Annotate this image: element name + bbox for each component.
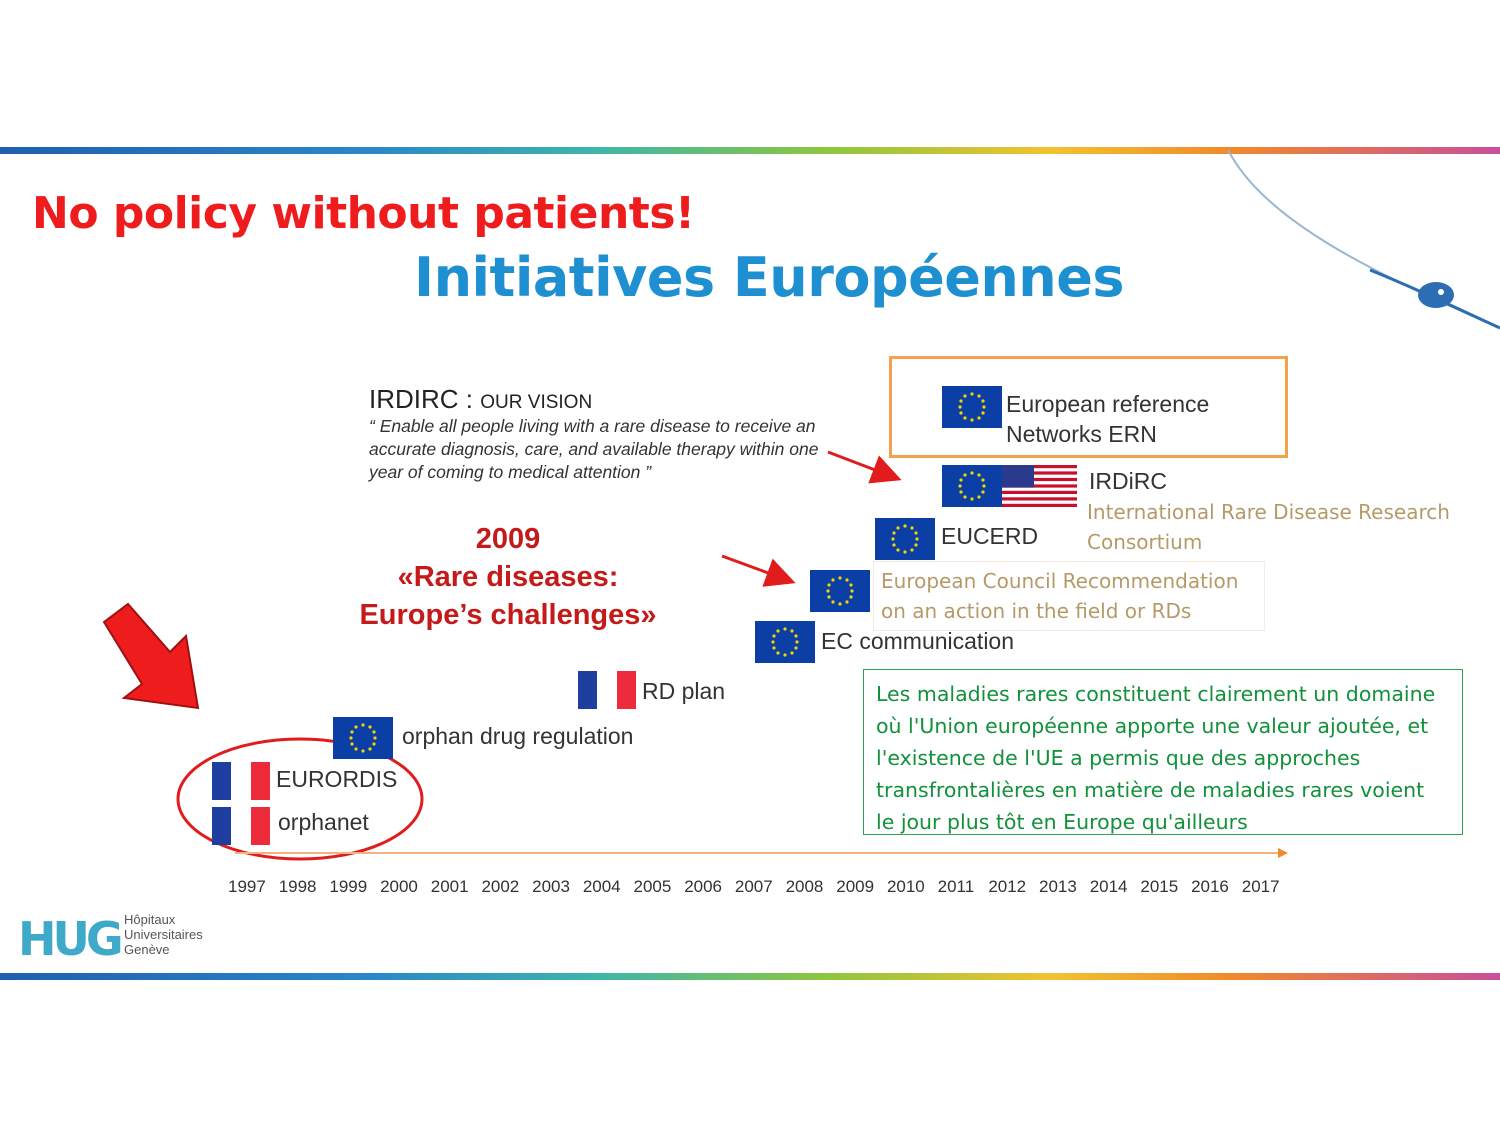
decorative-swoosh (1227, 150, 1500, 330)
timeline-year: 2016 (1191, 877, 1229, 896)
timeline-years: 1997 1998 1999 2000 2001 2002 2003 2004 2005 2006… (228, 877, 1292, 897)
council-label-line1: European Council Recommendation (881, 569, 1239, 593)
timeline-year: 2013 (1039, 877, 1077, 896)
slide-title: No policy without patients! (32, 188, 695, 239)
timeline-year: 2007 (734, 877, 773, 896)
timeline-year: 1999 (329, 877, 368, 896)
timeline-year: 2014 (1089, 877, 1128, 896)
logo-line3: Genève (124, 942, 170, 957)
eu-flag-icon (942, 465, 1002, 507)
orphanet-label: orphanet (278, 809, 369, 835)
highlight-year: 2009 (475, 523, 541, 555)
timeline-year: 2008 (785, 877, 824, 896)
eu-flag-icon (875, 518, 935, 560)
timeline-year: 2002 (481, 877, 520, 896)
logo-line2: Universitaires (124, 927, 203, 942)
vision-label: OUR VISION (480, 392, 593, 413)
rare-diseases-2009: 2009 «Rare diseases: Europe’s challenges… (330, 520, 686, 634)
france-flag-icon (212, 807, 270, 845)
arrow-to-irdirc (827, 450, 902, 484)
france-flag-icon (212, 762, 270, 800)
vision-heading: IRDIRC : OUR VISION (369, 384, 592, 415)
eu-flag-icon (810, 570, 870, 612)
callout-box: Les maladies rares constituent clairemen… (863, 669, 1463, 835)
timeline-year: 1998 (278, 877, 317, 896)
timeline-year: 2006 (684, 877, 723, 896)
timeline-year: 2004 (582, 877, 621, 896)
eu-flag-icon (755, 621, 815, 663)
ern-label-line1: European reference (1006, 391, 1210, 417)
logo-line1: Hôpitaux (124, 912, 176, 927)
ern-label-line2: Networks ERN (1006, 421, 1157, 447)
vision-quote: “ Enable all people living with a rare d… (369, 416, 819, 482)
bottom-color-band (0, 973, 1500, 980)
eu-flag-icon (942, 386, 1002, 428)
timeline-year: 2001 (430, 877, 469, 896)
timeline-year: 2000 (380, 877, 418, 896)
orphan-drug-label: orphan drug regulation (402, 723, 634, 749)
irdirc-full-line2: Consortium (1087, 530, 1203, 554)
big-red-arrow-icon (102, 602, 200, 710)
ec-communication-label: EC communication (821, 628, 1015, 654)
timeline-year: 2011 (937, 877, 975, 896)
ern-highlight-box (889, 356, 1288, 458)
arrow-to-council (721, 554, 796, 587)
timeline-year: 2017 (1241, 877, 1280, 896)
highlight-line2: Europe’s challenges» (359, 599, 657, 631)
eurordis-label: EURORDIS (276, 766, 398, 792)
vision-org: IRDIRC (369, 384, 459, 414)
us-flag-icon (1002, 465, 1077, 507)
timeline-year: 2005 (633, 877, 672, 896)
timeline-year: 2003 (532, 877, 570, 896)
eu-flag-icon (333, 717, 393, 759)
vision-separator: : (465, 384, 474, 414)
eucerd-label: EUCERD (941, 523, 1039, 549)
timeline-year: 2010 (886, 877, 925, 896)
irdirc-label: IRDiRC (1089, 468, 1167, 494)
council-box (873, 561, 1265, 631)
timeline-year: 2015 (1140, 877, 1179, 896)
france-flag-icon (578, 671, 636, 709)
hug-logo-text: Hôpitaux Universitaires Genève (124, 912, 203, 957)
timeline-year: 1997 (228, 877, 266, 896)
timeline-arrow-head (1278, 848, 1288, 858)
timeline-year: 2009 (836, 877, 875, 896)
hug-logo-mark: HUG (18, 912, 124, 966)
council-label-line2: on an action in the field or RDs (881, 599, 1192, 623)
highlight-line1: «Rare diseases: (397, 561, 619, 593)
irdirc-full-line1: International Rare Disease Research (1087, 500, 1450, 524)
highlight-ellipse (176, 737, 424, 861)
timeline-year: 2012 (988, 877, 1027, 896)
slide-subtitle: Initiatives Européennes (414, 246, 1125, 309)
top-color-band (0, 147, 1500, 154)
rd-plan-label: RD plan (642, 678, 726, 704)
